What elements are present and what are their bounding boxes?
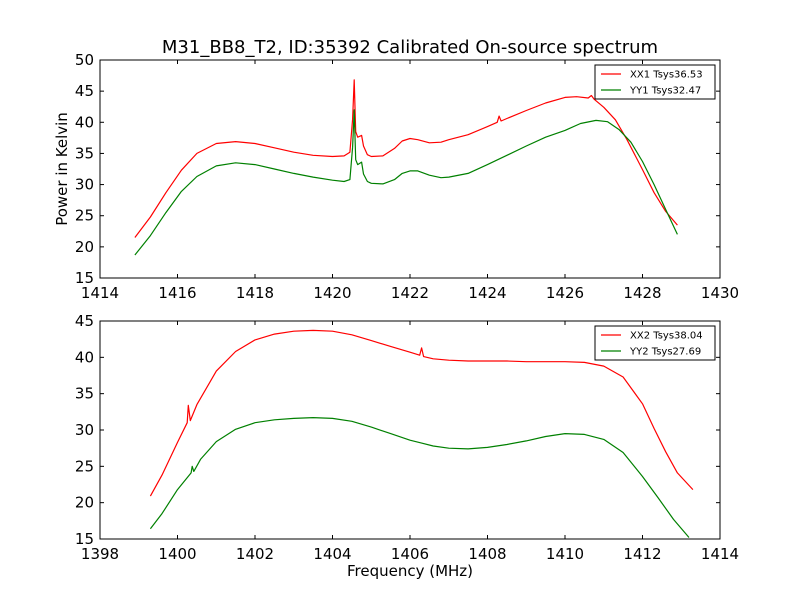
x-tick-label: 1398 [81, 545, 119, 563]
y-tick-label: 15 [75, 269, 94, 287]
x-tick-label: 1428 [623, 284, 661, 302]
x-tick-label: 1420 [313, 284, 351, 302]
x-tick-label: 1414 [701, 545, 739, 563]
legend-entry-label: YY2 Tsys27.69 [629, 347, 701, 358]
x-axis-label: Frequency (MHz) [347, 562, 473, 580]
x-tick-label: 1412 [623, 545, 661, 563]
series-line-yy2 [149, 417, 690, 538]
y-tick-label: 30 [75, 421, 94, 439]
y-tick-label: 40 [75, 113, 94, 131]
y-axis-label: Power in Kelvin [53, 112, 71, 226]
x-tick-label: 1422 [391, 284, 429, 302]
y-tick-label: 20 [75, 494, 94, 512]
series-line-xx1 [134, 79, 678, 238]
legend: XX1 Tsys36.53 YY1 Tsys32.47 [594, 64, 716, 100]
x-tick-label: 1426 [546, 284, 584, 302]
y-tick-label: 45 [75, 82, 94, 100]
x-tick-label: 1402 [236, 545, 274, 563]
y-tick-label: 35 [75, 144, 94, 162]
legend: XX2 Tsys38.04 YY2 Tsys27.69 [594, 325, 716, 361]
y-tick-label: 50 [75, 51, 94, 69]
legend-box [594, 325, 716, 361]
series-line-xx2 [149, 329, 694, 497]
x-tick-label: 1416 [158, 284, 196, 302]
x-tick-label: 1404 [313, 545, 351, 563]
x-tick-label: 1424 [468, 284, 506, 302]
top-panel: 1414 1416 1418 1420 1422 1424 1426 1428 1430 15 20… [75, 51, 739, 302]
legend-entry-label: YY1 Tsys32.47 [629, 86, 701, 97]
x-tick-label: 1418 [236, 284, 274, 302]
bottom-panel: 1398 1400 1402 1404 1406 1408 1410 1412 1414 15 20… [75, 312, 739, 563]
y-tick-label: 20 [75, 238, 94, 256]
x-tick-label: 1410 [546, 545, 584, 563]
legend-box [594, 64, 716, 100]
x-tick-label: 1400 [158, 545, 196, 563]
y-tick-label: 40 [75, 348, 94, 366]
y-tick-label: 15 [75, 530, 94, 548]
x-tick-label: 1408 [468, 545, 506, 563]
y-tick-label: 25 [75, 207, 94, 225]
legend-entry-label: XX2 Tsys38.04 [630, 331, 703, 342]
legend-entry-label: XX1 Tsys36.53 [630, 70, 703, 81]
y-tick-label: 45 [75, 312, 94, 330]
series-line-yy1 [134, 109, 678, 256]
x-tick-label: 1414 [81, 284, 119, 302]
y-tick-label: 35 [75, 385, 94, 403]
chart-title: M31_BB8_T2, ID:35392 Calibrated On-sourc… [162, 37, 658, 58]
y-tick-label: 30 [75, 176, 94, 194]
y-tick-label: 25 [75, 457, 94, 475]
x-tick-label: 1406 [391, 545, 429, 563]
x-tick-label: 1430 [701, 284, 739, 302]
